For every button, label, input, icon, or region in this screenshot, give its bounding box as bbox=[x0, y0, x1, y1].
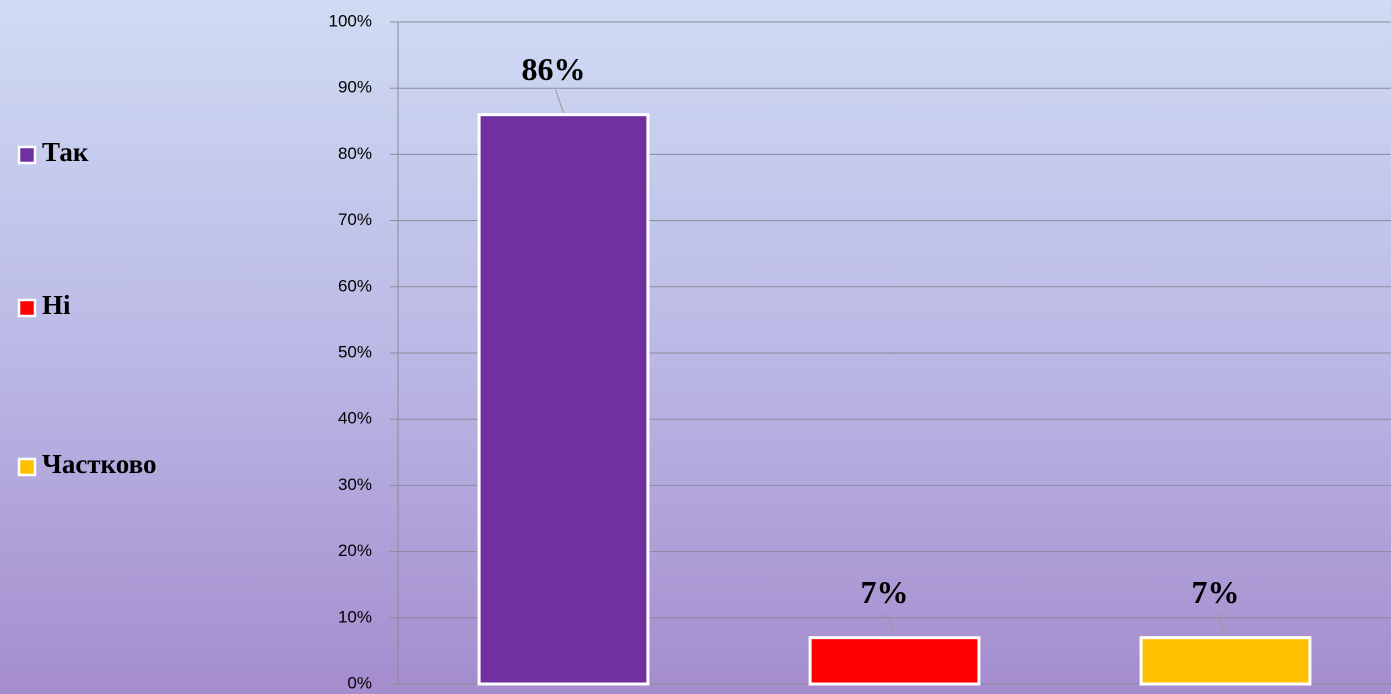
y-tick-label: 40% bbox=[338, 409, 372, 428]
bar bbox=[808, 636, 981, 686]
y-tick-label: 50% bbox=[338, 342, 372, 361]
leader-line bbox=[555, 89, 564, 113]
y-tick-label: 90% bbox=[338, 78, 372, 97]
legend-swatch bbox=[17, 145, 37, 165]
y-tick-label: 20% bbox=[338, 541, 372, 560]
leader-line bbox=[1217, 612, 1226, 636]
y-tick-label: 60% bbox=[338, 276, 372, 295]
y-tick-label: 80% bbox=[338, 144, 372, 163]
y-tick-label: 0% bbox=[347, 673, 372, 692]
legend-swatch bbox=[17, 457, 37, 477]
legend-label: Так bbox=[42, 137, 89, 167]
leader-line bbox=[886, 612, 895, 636]
y-tick-label: 30% bbox=[338, 475, 372, 494]
legend-swatch bbox=[17, 298, 37, 318]
legend-label: Ні bbox=[42, 290, 71, 320]
bar bbox=[477, 113, 650, 686]
bar bbox=[1139, 636, 1312, 686]
y-tick-label: 70% bbox=[338, 210, 372, 229]
value-label: 86% bbox=[522, 51, 586, 87]
value-label: 7% bbox=[1192, 574, 1240, 610]
y-tick-label: 100% bbox=[329, 11, 372, 30]
y-tick-label: 10% bbox=[338, 607, 372, 626]
legend-label: Частково bbox=[42, 449, 157, 479]
value-label: 7% bbox=[861, 574, 909, 610]
